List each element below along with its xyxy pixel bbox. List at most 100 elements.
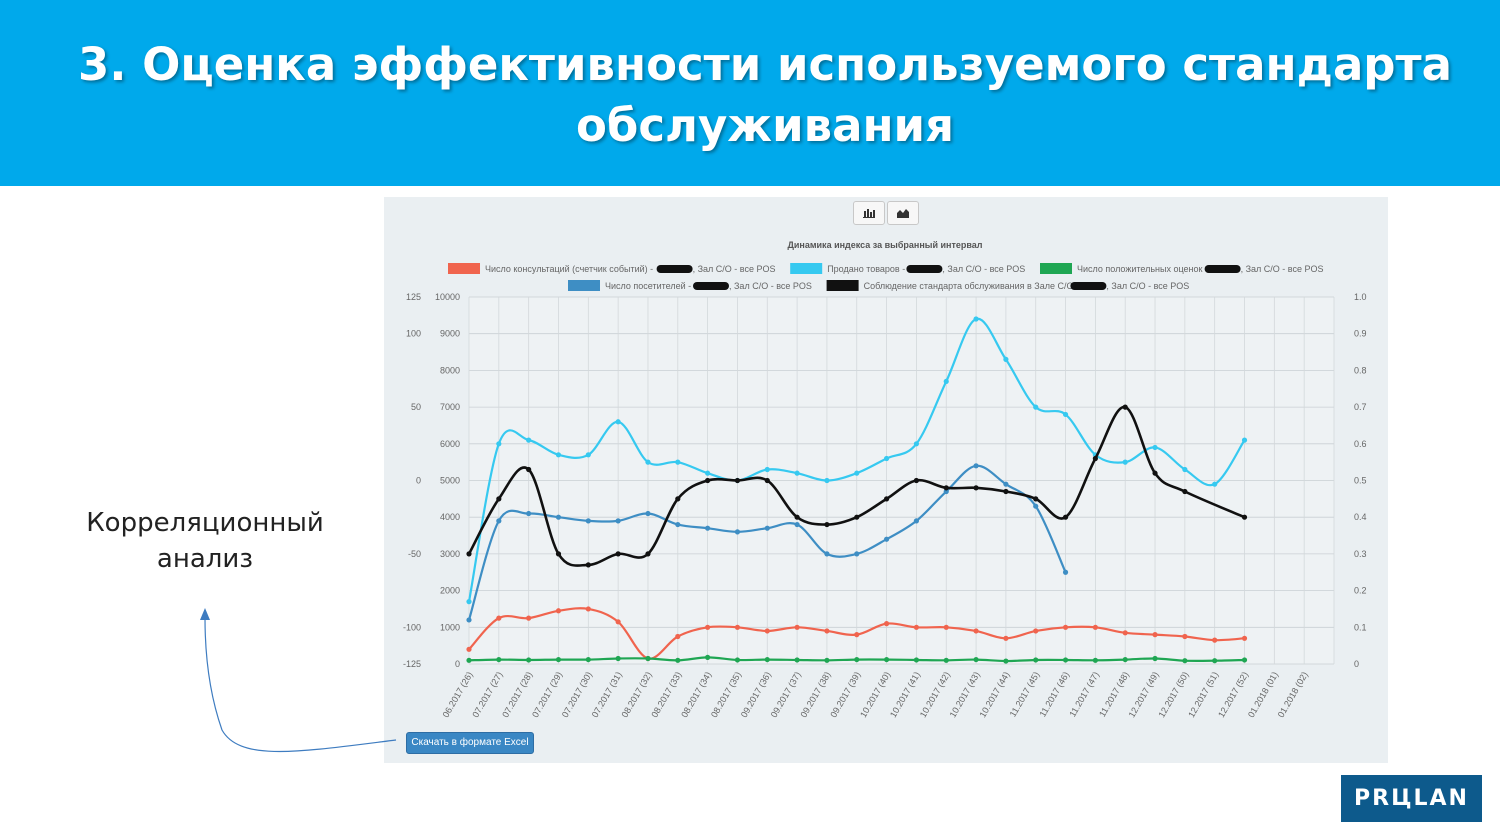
y-outer-tick: 125 <box>406 292 421 302</box>
x-tick-label: 12.2017 (49) <box>1127 670 1161 719</box>
data-point <box>1092 657 1098 663</box>
data-point <box>1033 657 1039 663</box>
data-point <box>854 514 860 520</box>
data-point <box>1122 630 1128 636</box>
data-point <box>854 632 860 638</box>
data-point <box>764 628 770 634</box>
y-left-tick: 5000 <box>440 476 460 486</box>
data-point <box>1092 624 1098 630</box>
y-left-tick: 1000 <box>440 622 460 632</box>
data-point <box>824 477 830 484</box>
legend-swatch <box>790 263 823 274</box>
x-tick-label: 11.2017 (46) <box>1037 670 1071 719</box>
data-point <box>1003 635 1009 641</box>
data-point <box>555 656 562 663</box>
data-point <box>675 459 681 465</box>
data-point <box>496 518 502 524</box>
data-point <box>1062 514 1069 520</box>
legend-label: Продано товаров - <box>827 264 905 274</box>
x-tick-label: 07.2017 (29) <box>530 670 564 719</box>
bar-chart-icon <box>863 209 875 218</box>
data-point <box>526 466 532 473</box>
data-point <box>1241 635 1248 641</box>
data-point <box>1182 488 1188 495</box>
data-point <box>943 485 949 491</box>
y-outer-tick: -125 <box>403 659 421 669</box>
data-point <box>943 657 949 663</box>
data-point <box>883 496 890 502</box>
x-tick-label: 10.2017 (44) <box>977 670 1011 719</box>
data-point <box>1152 632 1158 638</box>
data-point <box>1122 404 1128 410</box>
data-point <box>645 459 651 465</box>
data-point <box>555 514 562 520</box>
data-point <box>824 521 830 528</box>
y-left-tick: 10000 <box>435 292 460 302</box>
data-point <box>973 316 979 322</box>
data-point <box>466 646 472 652</box>
data-point <box>1033 628 1039 634</box>
data-point <box>496 615 502 621</box>
data-point <box>1212 658 1218 664</box>
download-excel-button[interactable]: Скачать в формате Excel <box>406 732 534 754</box>
x-tick-label: 09.2017 (39) <box>828 670 862 719</box>
data-point <box>585 562 591 568</box>
data-point <box>1033 404 1039 410</box>
legend-swatch <box>826 280 859 291</box>
data-point <box>913 441 920 447</box>
bar-chart-button[interactable] <box>853 201 885 225</box>
x-tick-label: 10.2017 (40) <box>858 670 892 719</box>
y-right-tick: 1.0 <box>1354 292 1367 302</box>
y-left-tick: 0 <box>455 659 460 669</box>
y-right-tick: 0.6 <box>1354 439 1367 449</box>
y-left-tick: 2000 <box>440 586 460 596</box>
data-point <box>675 657 681 663</box>
data-point <box>854 656 860 663</box>
data-point <box>675 633 681 640</box>
y-right-tick: 0 <box>1354 659 1359 669</box>
data-point <box>1003 481 1009 487</box>
data-point <box>913 518 920 524</box>
data-point <box>585 518 591 524</box>
x-tick-label: 09.2017 (37) <box>769 670 803 719</box>
y-outer-tick: -50 <box>408 549 421 559</box>
data-point <box>466 551 472 557</box>
area-chart-button[interactable] <box>887 201 919 225</box>
data-point <box>913 657 920 663</box>
x-tick-label: 10.2017 (42) <box>918 670 952 719</box>
x-tick-label: 12.2017 (51) <box>1186 670 1220 719</box>
y-right-tick: 0.3 <box>1354 549 1367 559</box>
data-point <box>1122 459 1128 465</box>
y-left-tick: 4000 <box>440 512 460 522</box>
data-point <box>943 488 949 495</box>
data-point <box>645 510 651 517</box>
data-point <box>1033 496 1039 502</box>
legend-suffix: , Зал С/О - все POS <box>693 264 776 274</box>
data-point <box>526 510 532 517</box>
data-point <box>764 656 770 663</box>
data-point <box>705 477 711 484</box>
x-tick-label: 11.2017 (45) <box>1008 670 1042 719</box>
data-point <box>1062 569 1069 575</box>
data-point <box>1182 633 1188 640</box>
data-point <box>824 628 830 634</box>
data-point <box>1152 655 1158 662</box>
data-point <box>764 477 770 484</box>
data-point <box>585 452 591 458</box>
legend-label: Соблюдение стандарта обслуживания в Зале… <box>864 281 1079 291</box>
legend-suffix: , Зал С/О - все POS <box>729 281 812 291</box>
y-outer-tick: 0 <box>416 476 421 486</box>
legend-redaction <box>656 265 693 273</box>
y-right-tick: 0.4 <box>1354 512 1367 522</box>
data-point <box>526 657 532 663</box>
data-point <box>854 551 860 557</box>
data-point <box>973 463 979 469</box>
data-point <box>1062 657 1069 663</box>
data-point <box>883 455 890 462</box>
x-tick-label: 07.2017 (31) <box>590 670 624 719</box>
data-point <box>973 485 979 491</box>
data-point <box>913 624 920 630</box>
x-tick-label: 08.2017 (35) <box>709 670 743 719</box>
data-point <box>1212 481 1218 487</box>
